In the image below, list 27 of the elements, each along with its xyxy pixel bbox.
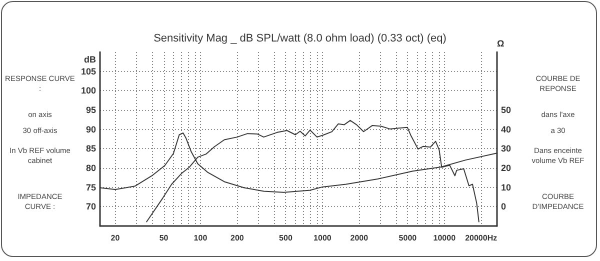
y-tick-label: 85: [86, 144, 96, 154]
y-axis-title: dB: [84, 54, 96, 64]
y-tick-label: 95: [86, 105, 96, 115]
x-tick-label: 20: [110, 234, 120, 242]
x-tick-label: 100: [194, 234, 208, 242]
y-tick-label: 100: [80, 86, 96, 96]
y2-tick-label: 0: [501, 202, 506, 212]
y2-axis-title: Ω: [497, 38, 504, 48]
x-tick-label: 50: [159, 234, 169, 242]
x-tick-label: 20000Hz: [465, 234, 498, 242]
y2-tick-label: 30: [501, 144, 512, 154]
y2-tick-label: 10: [501, 182, 512, 192]
x-tick-label: 10000: [433, 234, 456, 242]
y-tick-label: 90: [86, 124, 96, 134]
y-tick-label: 80: [86, 163, 96, 173]
chart-title: Sensitivity Mag _ dB SPL/watt (8.0 ohm load) (0.33 oct) (eq): [154, 32, 446, 44]
x-tick-label: 5000: [398, 234, 418, 242]
x-tick-label: 500: [279, 234, 293, 242]
x-tick-label: 2000: [350, 234, 369, 242]
y2-tick-label: 20: [501, 163, 512, 173]
y-tick-label: 70: [86, 202, 96, 212]
y2-tick-label: 40: [501, 124, 512, 134]
y2-tick-label: 50: [501, 105, 512, 115]
x-tick-label: 1000: [314, 234, 332, 242]
x-tick-label: 200: [230, 234, 244, 242]
y-tick-label: 105: [80, 66, 96, 76]
y-tick-label: 75: [86, 182, 96, 192]
